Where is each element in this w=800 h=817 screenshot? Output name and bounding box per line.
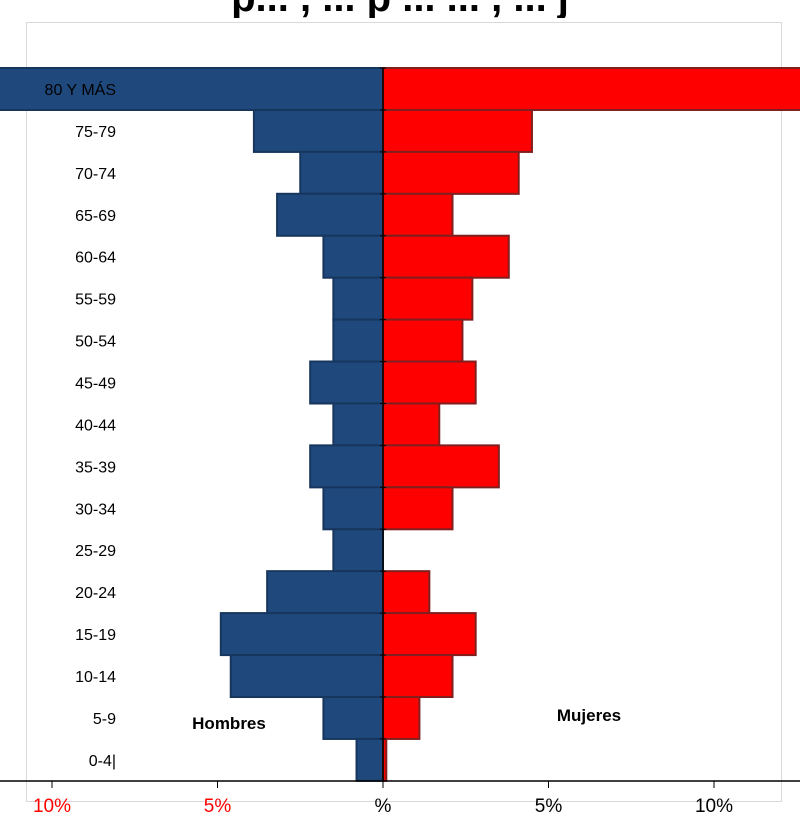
age-group-label: 10-14 <box>75 669 116 686</box>
age-group-label: 40-44 <box>75 417 116 434</box>
annotation-hombres: Hombres <box>192 714 266 733</box>
age-group-label: 45-49 <box>75 376 116 393</box>
bar-hombres <box>0 67 384 111</box>
bar-hombres <box>229 654 384 699</box>
bar-hombres <box>309 444 384 489</box>
x-tick-label: 10% <box>695 796 733 817</box>
age-group-label: 60-64 <box>75 250 116 267</box>
bar-mujeres <box>382 234 510 279</box>
bar-hombres <box>332 276 385 321</box>
bar-mujeres <box>382 150 520 195</box>
bar-mujeres <box>382 318 464 363</box>
age-group-label: 20-24 <box>75 585 116 602</box>
age-group-label: 70-74 <box>75 166 116 183</box>
x-tick-label: 5% <box>204 796 232 817</box>
age-group-label: 55-59 <box>75 292 116 309</box>
bar-hombres <box>322 234 385 279</box>
bar-mujeres <box>382 486 454 531</box>
age-group-label: 0-4| <box>89 753 116 770</box>
bar-hombres <box>332 528 385 573</box>
bar-mujeres <box>382 192 454 237</box>
bar-hombres <box>219 612 384 657</box>
bar-hombres <box>332 318 385 363</box>
x-tick-label: 10% <box>33 796 71 817</box>
bar-hombres <box>266 570 384 615</box>
age-group-label: 75-79 <box>75 124 116 141</box>
age-group-label: 65-69 <box>75 208 116 225</box>
bar-hombres <box>299 150 384 195</box>
bar-mujeres <box>382 612 477 657</box>
bar-hombres <box>322 695 385 740</box>
annotation-mujeres: Mujeres <box>557 706 621 725</box>
bar-hombres <box>309 360 384 405</box>
age-group-label: 50-54 <box>75 334 116 351</box>
bar-mujeres <box>382 276 474 321</box>
chart-title-fragment: p... , ... p ... ... , ... j <box>0 0 800 18</box>
bar-hombres <box>332 402 385 447</box>
bar-mujeres <box>382 654 454 699</box>
bar-mujeres <box>382 108 533 153</box>
x-tick-label: 5% <box>535 796 563 817</box>
age-group-label: 25-29 <box>75 543 116 560</box>
chart-frame <box>26 22 782 802</box>
bar-hombres <box>355 737 384 782</box>
age-group-label: 30-34 <box>75 501 116 518</box>
bar-hombres <box>276 192 384 237</box>
age-group-label: 5-9 <box>93 711 116 728</box>
age-group-label: 35-39 <box>75 459 116 476</box>
age-group-label: 15-19 <box>75 627 116 644</box>
bar-mujeres <box>382 402 441 447</box>
x-tick-label: % <box>375 796 392 817</box>
bar-mujeres <box>382 360 477 405</box>
bar-mujeres <box>382 67 800 111</box>
bar-mujeres <box>382 570 431 615</box>
bar-hombres <box>322 486 385 531</box>
bar-hombres <box>252 108 384 153</box>
age-group-label: 80 Y MÁS <box>45 80 116 99</box>
bar-mujeres <box>382 695 421 740</box>
bar-mujeres <box>382 444 500 489</box>
